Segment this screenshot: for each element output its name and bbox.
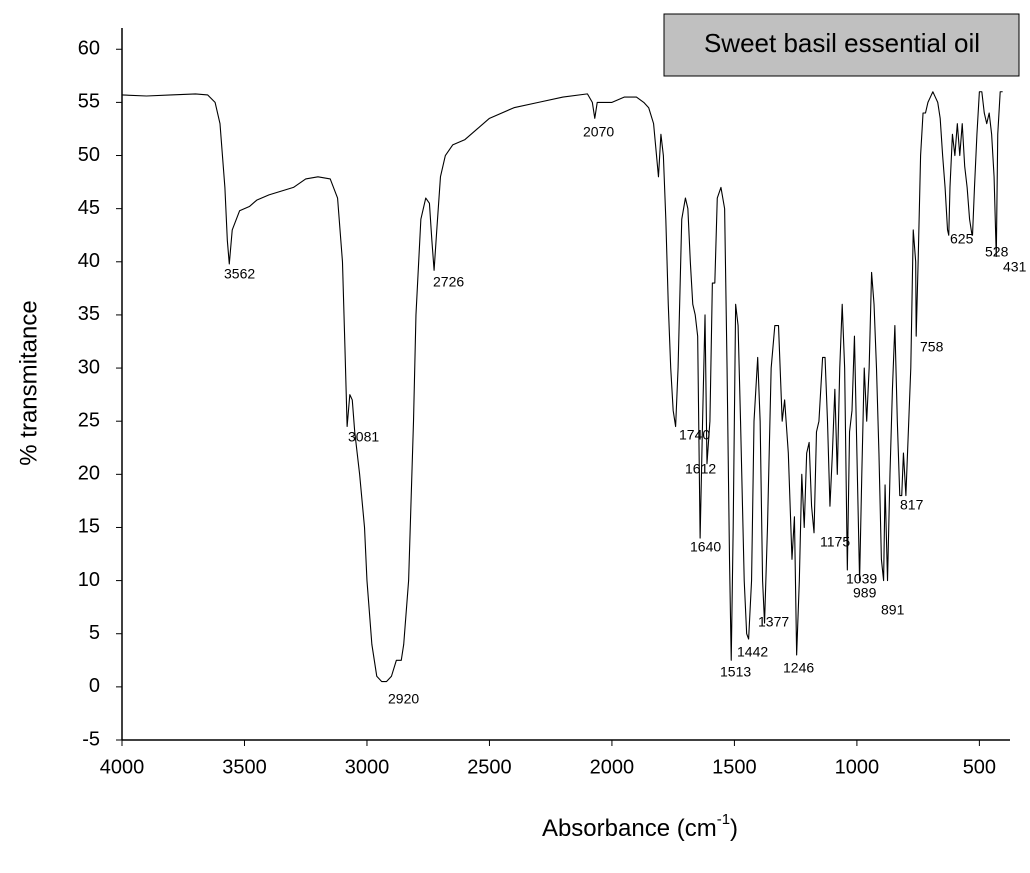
y-tick-label: 20 (78, 463, 100, 485)
x-tick-label: 1500 (712, 756, 757, 778)
x-label-tail: ) (730, 815, 738, 842)
y-tick-label: 25 (78, 409, 100, 431)
x-tick-label: 2500 (467, 756, 512, 778)
y-tick-label: 40 (78, 250, 100, 272)
y-tick-label: -5 (82, 728, 100, 750)
y-axis-label: % transmitance (15, 300, 42, 465)
peak-label: 1442 (737, 644, 768, 660)
peak-label: 625 (950, 231, 974, 247)
x-tick-label: 2000 (590, 756, 635, 778)
peak-label: 891 (881, 602, 905, 618)
peak-label: 1513 (720, 664, 751, 680)
y-tick-label: 30 (78, 356, 100, 378)
y-tick-label: 50 (78, 144, 100, 166)
y-tick-label: 45 (78, 197, 100, 219)
peak-label: 2726 (433, 274, 464, 290)
peak-label: 3562 (224, 266, 255, 282)
y-tick-label: 5 (89, 622, 100, 644)
peak-label: 1175 (820, 534, 850, 550)
peak-label: 758 (920, 339, 944, 355)
y-tick-label: 10 (78, 569, 100, 591)
x-tick-label: 3500 (222, 756, 267, 778)
x-tick-label: 1000 (835, 756, 880, 778)
peak-label: 3081 (348, 429, 379, 445)
spectrum-line (121, 91, 1003, 683)
peak-label: 431 (1003, 259, 1027, 275)
x-tick-label: 3000 (345, 756, 390, 778)
x-label-text: Absorbance (cm (542, 815, 717, 842)
x-axis-label: Absorbance (cm-1) (542, 811, 738, 842)
y-tick-label: 15 (78, 516, 100, 538)
peak-label: 1246 (783, 660, 814, 676)
chart-title: Sweet basil essential oil (704, 28, 980, 58)
y-tick-label: 55 (78, 91, 100, 113)
peak-label: 817 (900, 497, 924, 513)
peak-label: 2070 (583, 124, 614, 140)
peak-label: 1612 (685, 461, 716, 477)
peak-label: 1377 (758, 614, 789, 630)
peak-label: 1640 (690, 539, 721, 555)
title-box (663, 13, 1020, 77)
x-tick-label: 500 (963, 756, 996, 778)
peak-label: 1039 (846, 571, 877, 587)
y-tick-label: 35 (78, 303, 100, 325)
peak-label: 1740 (679, 427, 710, 443)
y-tick-label: 0 (89, 675, 100, 697)
x-label-sup: -1 (717, 811, 730, 828)
peak-label: 2920 (388, 691, 419, 707)
x-tick-label: 4000 (100, 756, 145, 778)
y-tick-label: 60 (78, 38, 100, 60)
peak-label: 528 (985, 244, 1009, 260)
peak-label: 989 (853, 585, 877, 601)
